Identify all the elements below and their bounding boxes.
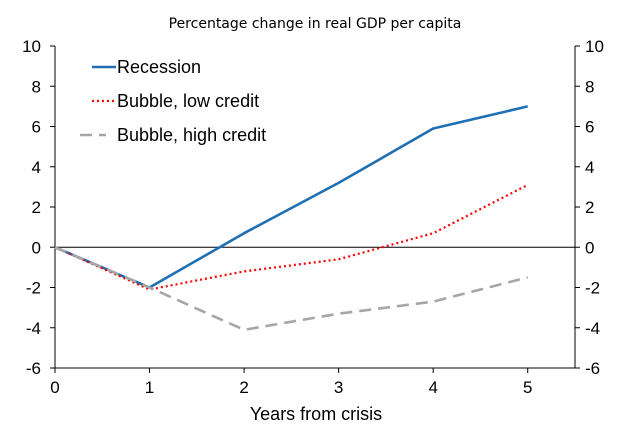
data-point (149, 289, 150, 290)
data-point (527, 184, 528, 185)
legend-label-3: Bubble, high credit (117, 125, 266, 145)
y-tick-label-left: 2 (32, 198, 41, 217)
data-point (244, 329, 245, 330)
y-tick-label-left: 10 (22, 37, 41, 56)
y-tick-label-left: 6 (32, 118, 41, 137)
y-tick-label-right: 8 (585, 77, 594, 96)
data-point (244, 233, 245, 234)
y-tick-label-right: 0 (585, 238, 594, 257)
data-point (55, 247, 56, 248)
data-point (149, 287, 150, 288)
y-tick-label-left: 8 (32, 77, 41, 96)
x-tick-label: 3 (334, 378, 343, 397)
y-tick-label-right: -4 (585, 319, 600, 338)
y-tick-label-left: -4 (26, 319, 41, 338)
y-tick-label-right: 2 (585, 198, 594, 217)
legend-label-2: Bubble, low credit (117, 91, 259, 111)
y-tick-label-right: 6 (585, 118, 594, 137)
data-point (527, 277, 528, 278)
series-line-3 (54, 246, 529, 332)
legend-label-1: Recession (117, 57, 201, 77)
y-tick-label-left: 4 (32, 158, 41, 177)
y-tick-label-left: -6 (26, 359, 41, 378)
data-point (244, 271, 245, 272)
legend: Recession Bubble, low credit Bubble, high … (80, 57, 266, 145)
data-point (527, 106, 528, 107)
data-point (338, 259, 339, 260)
x-tick-label: 1 (145, 378, 154, 397)
chart-title: Percentage change in real GDP per capita (169, 16, 462, 32)
data-point (433, 233, 434, 234)
x-tick-label: 4 (428, 378, 437, 397)
x-tick-label: 0 (50, 378, 59, 397)
y-tick-label-right: 10 (585, 37, 604, 56)
y-tick-label-right: -6 (585, 359, 600, 378)
data-point (433, 301, 434, 302)
series-line-2 (54, 183, 529, 291)
y-tick-label-left: 0 (32, 238, 41, 257)
data-point (338, 313, 339, 314)
y-tick-label-left: -2 (26, 279, 41, 298)
x-tick-label: 5 (523, 378, 532, 397)
data-point (338, 182, 339, 183)
y-tick-label-right: 4 (585, 158, 594, 177)
x-tick-label: 2 (239, 378, 248, 397)
y-tick-label-right: -2 (585, 279, 600, 298)
data-point (433, 128, 434, 129)
x-axis-title: Years from crisis (250, 404, 382, 424)
